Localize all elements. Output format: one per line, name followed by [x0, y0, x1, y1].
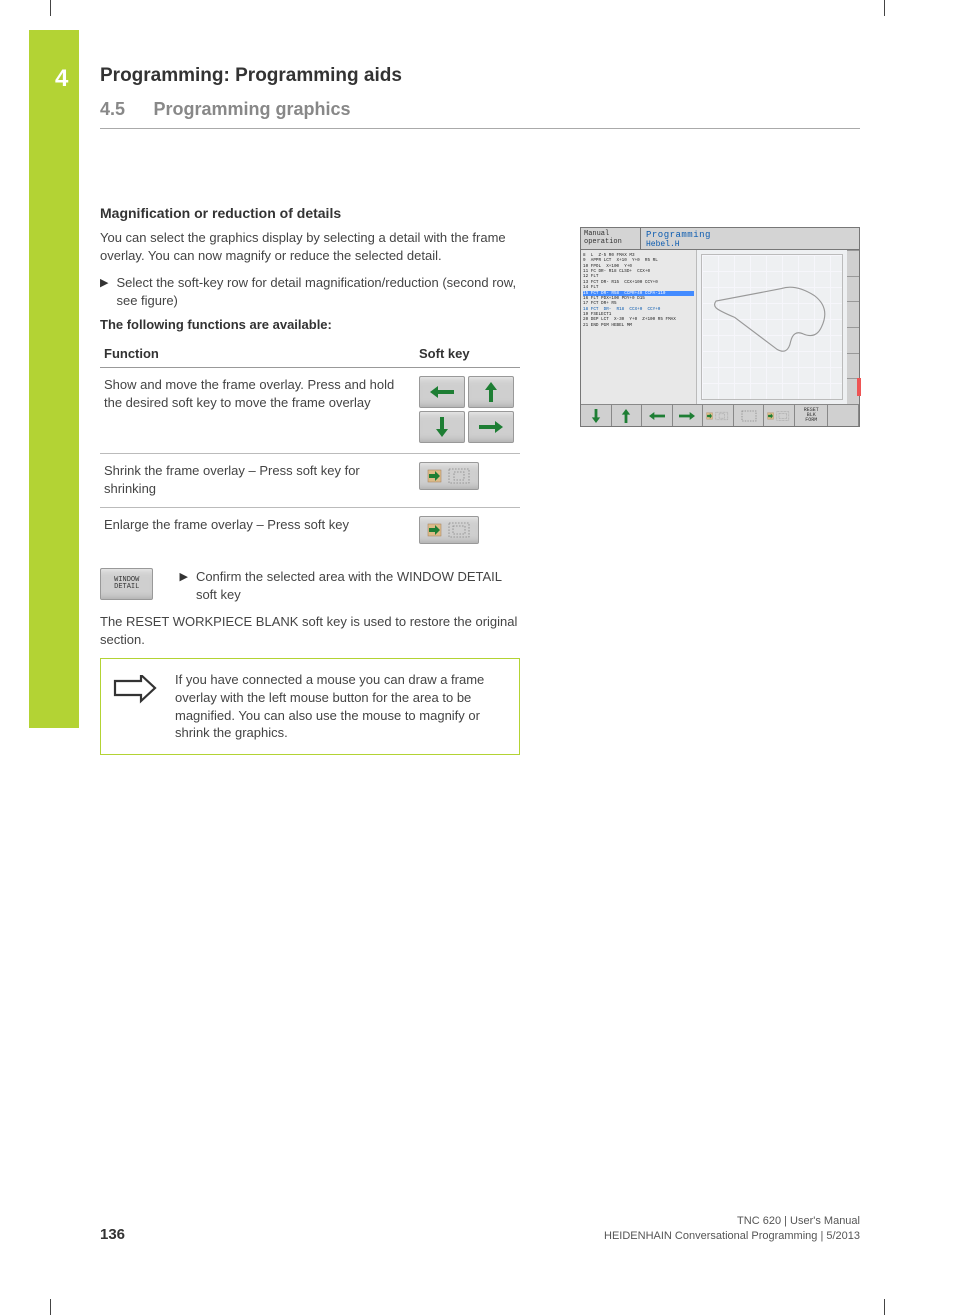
- screenshot-mode: Manual operation: [581, 228, 641, 250]
- bottom-enlarge-button[interactable]: [764, 404, 795, 426]
- shrink-softkey[interactable]: [419, 462, 479, 490]
- screenshot-program-title: Programming: [646, 230, 854, 240]
- intro-paragraph: You can select the graphics display by s…: [100, 229, 520, 264]
- arrow-up-softkey[interactable]: [468, 376, 514, 408]
- function-cell: Show and move the frame overlay. Press a…: [100, 368, 415, 454]
- table-row: Shrink the frame overlay – Press soft ke…: [100, 454, 520, 508]
- sidebar-red-tab: [857, 378, 861, 396]
- tnc-screenshot: Manual operation Programming Hebel.H 8 L…: [580, 227, 860, 427]
- window-detail-softkey[interactable]: WINDOW DETAIL: [100, 568, 153, 600]
- crop-mark: [50, 1299, 51, 1315]
- function-cell: Shrink the frame overlay – Press soft ke…: [100, 454, 415, 508]
- functions-header: The following functions are available:: [100, 317, 520, 332]
- right-column: Manual operation Programming Hebel.H 8 L…: [580, 227, 860, 427]
- bullet-item: ▶ Select the soft-key row for detail mag…: [100, 274, 520, 309]
- page-header: Programming: Programming aids 4.5 Progra…: [100, 65, 860, 129]
- sidebar-button[interactable]: [847, 276, 859, 302]
- footer-meta: TNC 620 | User's Manual HEIDENHAIN Conve…: [604, 1214, 860, 1243]
- crop-mark: [50, 0, 51, 16]
- softkey-cell: [415, 368, 520, 454]
- bottom-arrow-left-button[interactable]: [642, 404, 673, 426]
- triangle-bullet-icon: ▶: [100, 276, 108, 309]
- table-header-softkey: Soft key: [415, 340, 520, 368]
- page-number: 136: [100, 1226, 125, 1243]
- sidebar-button[interactable]: [847, 301, 859, 327]
- left-column: Magnification or reduction of details Yo…: [100, 205, 520, 755]
- reset-button-label: RESETBLKFORM: [804, 408, 819, 423]
- section-heading: 4.5 Programming graphics: [100, 99, 860, 129]
- bullet-text: Confirm the selected area with the WINDO…: [196, 568, 520, 603]
- screenshot-code-panel: 8 L Z-5 R0 FMAX M3 9 APPR LCT X+10 Y+0 R…: [581, 250, 696, 404]
- chapter-title: Programming: Programming aids: [100, 65, 860, 87]
- table-row: Enlarge the frame overlay – Press soft k…: [100, 508, 520, 555]
- bottom-window-button[interactable]: [734, 404, 765, 426]
- section-title: Programming graphics: [153, 99, 350, 119]
- page-content: Magnification or reduction of details Yo…: [100, 205, 860, 755]
- section-number: 4.5: [100, 99, 125, 119]
- bottom-reset-button[interactable]: RESETBLKFORM: [795, 404, 829, 426]
- note-box: If you have connected a mouse you can dr…: [100, 658, 520, 754]
- screenshot-titlebar: Manual operation Programming Hebel.H: [581, 228, 859, 250]
- table-header-function: Function: [100, 340, 415, 368]
- screenshot-filename: Hebel.H: [646, 240, 854, 249]
- bottom-arrow-up-button[interactable]: [612, 404, 643, 426]
- note-arrow-icon: [113, 671, 157, 710]
- arrow-left-softkey[interactable]: [419, 376, 465, 408]
- sidebar-button[interactable]: [847, 353, 859, 379]
- screenshot-bottom-bar: RESETBLKFORM: [581, 404, 859, 426]
- table-row: Show and move the frame overlay. Press a…: [100, 368, 520, 454]
- note-text: If you have connected a mouse you can dr…: [175, 671, 505, 741]
- functions-table: Function Soft key Show and move the fram…: [100, 340, 520, 554]
- footer-line2: HEIDENHAIN Conversational Programming | …: [604, 1229, 860, 1243]
- screenshot-program-area: Programming Hebel.H: [641, 228, 859, 250]
- crop-mark: [884, 0, 885, 16]
- screenshot-graphics-panel: [696, 250, 847, 404]
- softkey-cell: [415, 508, 520, 555]
- bottom-shrink-button[interactable]: [703, 404, 734, 426]
- page-footer: 136 TNC 620 | User's Manual HEIDENHAIN C…: [100, 1214, 860, 1243]
- screenshot-grid: [701, 254, 843, 400]
- function-cell: Enlarge the frame overlay – Press soft k…: [100, 508, 415, 555]
- softkey-label-line2: DETAIL: [101, 584, 152, 592]
- window-detail-row: WINDOW DETAIL ▶ Confirm the selected are…: [100, 568, 520, 603]
- enlarge-softkey[interactable]: [419, 516, 479, 544]
- sidebar-button[interactable]: [847, 250, 859, 276]
- triangle-bullet-icon: ▶: [179, 570, 187, 603]
- sidebar-button[interactable]: [847, 327, 859, 353]
- footer-line1: TNC 620 | User's Manual: [604, 1214, 860, 1228]
- screenshot-body: 8 L Z-5 R0 FMAX M3 9 APPR LCT X+10 Y+0 R…: [581, 250, 847, 404]
- chapter-tab: [29, 30, 79, 728]
- bottom-arrow-right-button[interactable]: [673, 404, 704, 426]
- softkey-cell: [415, 454, 520, 508]
- bullet-text: Select the soft-key row for detail magni…: [116, 274, 520, 309]
- arrow-right-softkey[interactable]: [468, 411, 514, 443]
- subheading: Magnification or reduction of details: [100, 205, 520, 221]
- crop-mark: [884, 1299, 885, 1315]
- reset-paragraph: The RESET WORKPIECE BLANK soft key is us…: [100, 613, 520, 648]
- chapter-number: 4: [55, 65, 68, 93]
- bullet-item: ▶ Confirm the selected area with the WIN…: [179, 568, 520, 603]
- arrow-down-softkey[interactable]: [419, 411, 465, 443]
- bottom-arrow-down-button[interactable]: [581, 404, 612, 426]
- bottom-blank-button[interactable]: [828, 404, 859, 426]
